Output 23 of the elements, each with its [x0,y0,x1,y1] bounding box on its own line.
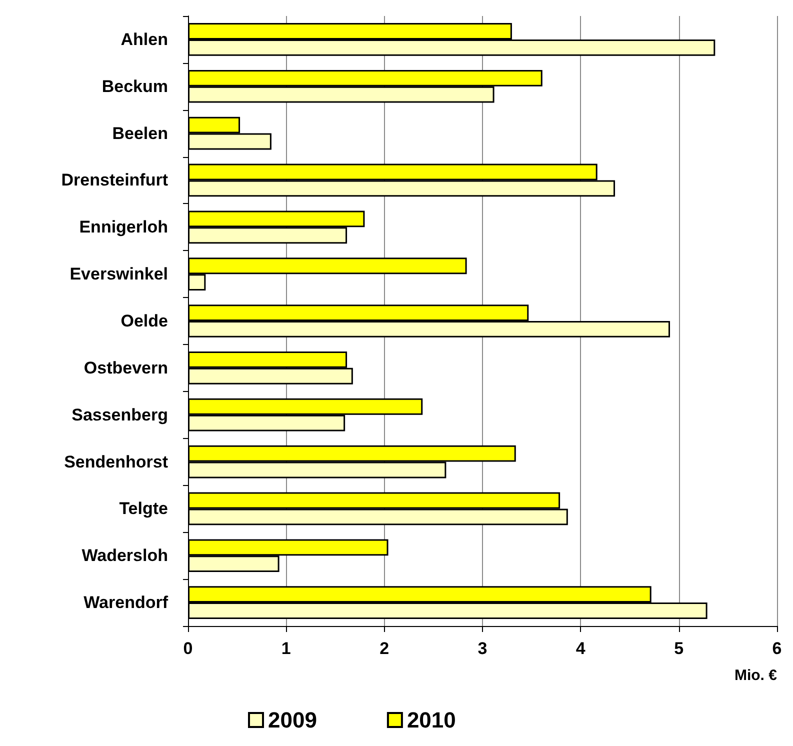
legend-label: 2010 [406,708,456,732]
y-tick-label: Ennigerloh [79,218,168,237]
x-tick-label: 1 [281,639,291,658]
x-tick-label: 3 [478,639,488,658]
x-tick-label: 6 [772,639,782,658]
y-tick-label: Telgte [119,499,168,518]
x-tick-label: 2 [380,639,390,658]
y-tick-label: Beelen [112,124,168,143]
x-tick-label: 0 [183,639,193,658]
x-tick-label: 5 [674,639,684,658]
y-tick-label: Ostbevern [84,358,168,378]
y-tick-label: Drensteinfurt [61,170,168,190]
y-tick-label: Wadersloh [82,546,168,566]
x-tick-label: 4 [576,639,586,658]
y-tick-label: Sassenberg [72,405,168,424]
y-tick-label: Beckum [102,76,168,96]
y-tick-label: Warendorf [84,593,168,612]
x-axis-title: Mio. € [734,667,778,684]
y-tick-label: Ahlen [120,30,168,49]
y-tick-label: Oelde [120,312,168,330]
y-tick-label: Sendenhorst [64,452,168,472]
legend-label: 2009 [268,708,317,732]
y-tick-label: Everswinkel [70,264,168,284]
